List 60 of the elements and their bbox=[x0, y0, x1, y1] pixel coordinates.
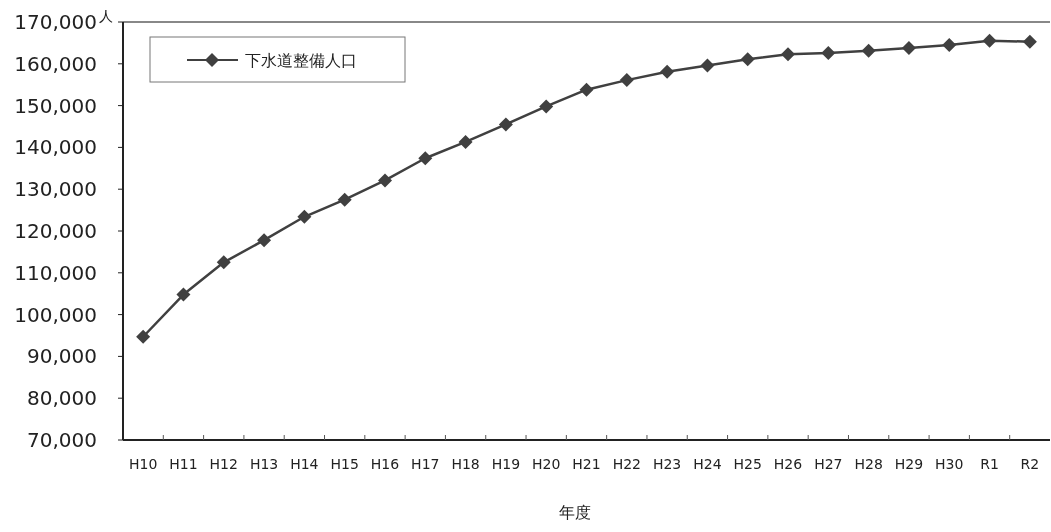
point bbox=[136, 329, 151, 344]
point bbox=[337, 192, 352, 207]
x-tick-label: H29 bbox=[894, 456, 924, 472]
x-tick-label: H10 bbox=[128, 456, 158, 472]
point bbox=[418, 151, 433, 166]
x-tick-label: H19 bbox=[491, 456, 521, 472]
legend-label: 下水道整備人口 bbox=[245, 51, 357, 70]
x-tick-label: R1 bbox=[980, 456, 999, 472]
x-tick-label: H26 bbox=[773, 456, 803, 472]
point bbox=[579, 82, 594, 97]
y-tick-label: 80,000 bbox=[27, 386, 97, 411]
point bbox=[1022, 34, 1037, 49]
x-tick-label: H18 bbox=[451, 456, 480, 472]
y-tick-label: 170,000 bbox=[14, 10, 97, 34]
x-tick-label: H22 bbox=[612, 456, 641, 472]
point bbox=[660, 64, 675, 79]
point bbox=[901, 40, 916, 55]
y-tick-label: 140,000 bbox=[14, 135, 97, 160]
x-tick-label: H27 bbox=[814, 456, 843, 472]
y-tick-label: 90,000 bbox=[27, 344, 97, 369]
x-tick-label: H16 bbox=[370, 456, 400, 472]
y-tick-label: 150,000 bbox=[14, 93, 97, 118]
point bbox=[498, 117, 513, 132]
point bbox=[861, 43, 876, 58]
x-axis-title: 年度 bbox=[558, 503, 591, 522]
y-tick-label: 160,000 bbox=[14, 51, 97, 76]
point bbox=[176, 287, 191, 302]
x-tick-label: H23 bbox=[652, 456, 682, 472]
x-tick-label: H13 bbox=[249, 456, 279, 472]
x-tick-label: H25 bbox=[733, 456, 762, 472]
x-tick-label: H24 bbox=[693, 456, 722, 472]
point bbox=[257, 233, 272, 248]
x-tick-label: R2 bbox=[1020, 456, 1040, 472]
y-tick-label: 70,000 bbox=[27, 428, 97, 452]
point bbox=[740, 52, 755, 67]
x-tick-label: H11 bbox=[169, 456, 198, 472]
point bbox=[821, 45, 836, 60]
x-tick-label: H12 bbox=[209, 456, 238, 472]
point bbox=[619, 73, 634, 88]
point bbox=[942, 37, 957, 52]
y-axis-title: 人 bbox=[99, 8, 113, 24]
y-tick-label: 120,000 bbox=[14, 219, 97, 243]
y-tick-label: 100,000 bbox=[14, 302, 97, 327]
point bbox=[458, 134, 473, 149]
x-tick-label: H21 bbox=[572, 456, 601, 472]
x-tick-label: H15 bbox=[330, 456, 359, 472]
point bbox=[297, 209, 312, 224]
x-tick-label: H20 bbox=[532, 456, 561, 472]
x-tick-label: H14 bbox=[290, 456, 319, 472]
y-tick-label: 130,000 bbox=[14, 177, 97, 202]
point bbox=[982, 33, 997, 48]
point bbox=[700, 58, 715, 73]
point bbox=[539, 99, 554, 114]
point bbox=[216, 255, 231, 270]
x-tick-label: H28 bbox=[854, 456, 883, 472]
point bbox=[377, 173, 392, 188]
point bbox=[781, 47, 796, 62]
y-tick-label: 110,000 bbox=[14, 260, 97, 285]
x-tick-label: H30 bbox=[935, 456, 964, 472]
x-tick-label: H17 bbox=[411, 456, 440, 472]
